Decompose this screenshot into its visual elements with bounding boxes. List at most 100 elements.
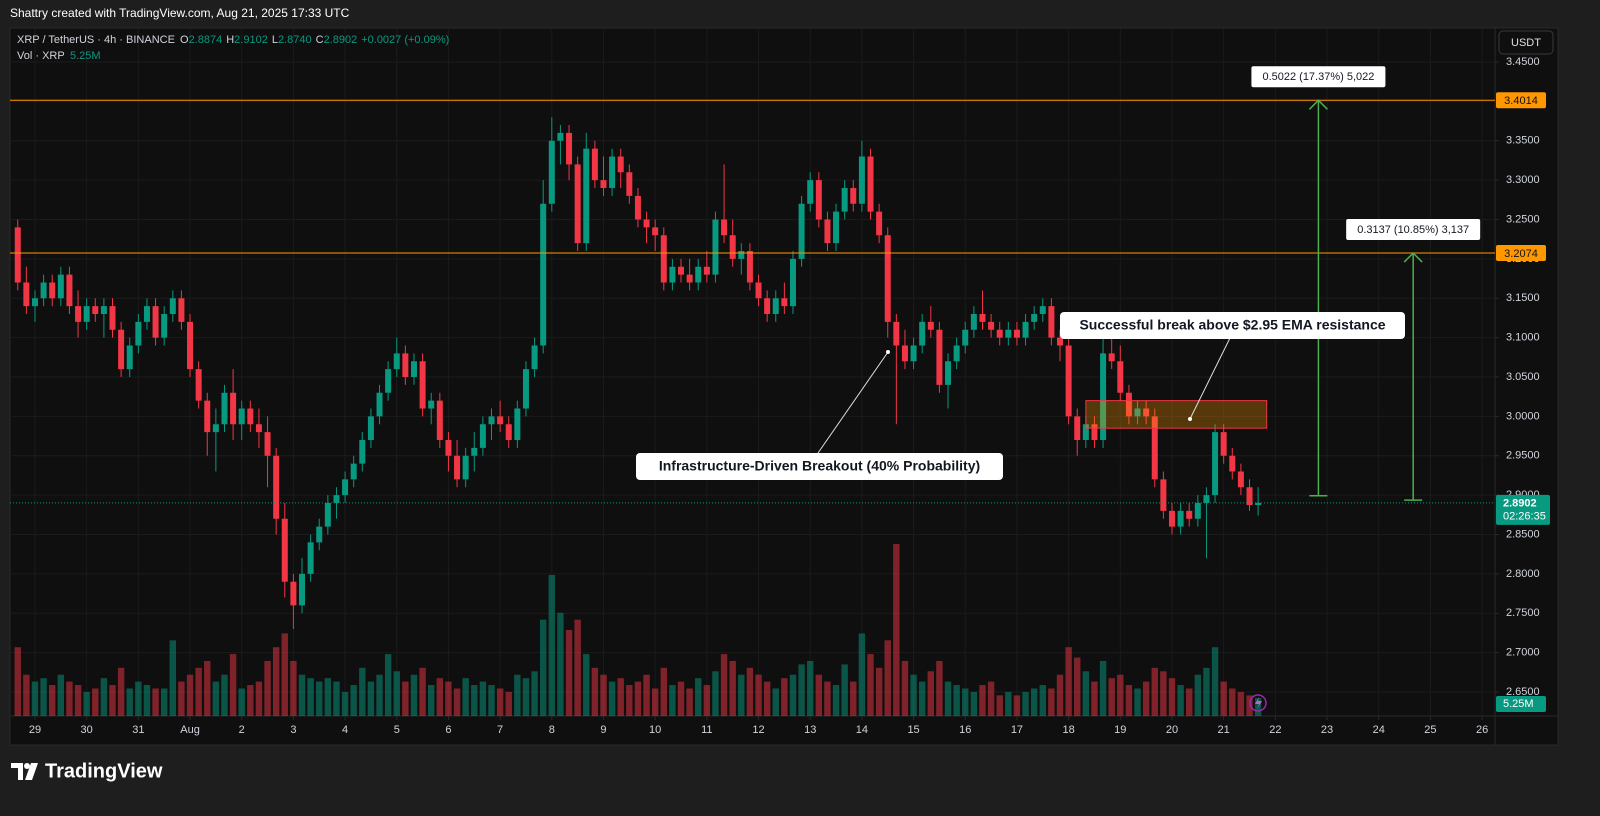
y-tick-label: 2.8500 bbox=[1506, 528, 1540, 540]
y-tick-label: 3.2500 bbox=[1506, 213, 1540, 225]
volume-bar bbox=[1030, 688, 1038, 716]
candle-body bbox=[1031, 314, 1038, 322]
candle-body bbox=[264, 432, 271, 456]
level-badge bbox=[1496, 92, 1546, 109]
brand: TradingView bbox=[45, 760, 163, 782]
level-label: 3.4014 bbox=[1504, 95, 1538, 107]
callout-box bbox=[636, 453, 1003, 480]
candle-body bbox=[324, 502, 331, 527]
x-tick-label: 20 bbox=[1166, 724, 1178, 736]
y-tick-label: 2.6500 bbox=[1506, 686, 1540, 698]
x-tick-label: 29 bbox=[29, 724, 41, 736]
candle-body bbox=[1212, 432, 1219, 496]
alert-icon[interactable] bbox=[1249, 694, 1267, 712]
legend-ohlc-part: C bbox=[316, 34, 324, 46]
candle-body bbox=[497, 416, 504, 425]
candles bbox=[14, 117, 1262, 629]
x-tick-label: 10 bbox=[649, 724, 661, 736]
volume-bar bbox=[807, 660, 814, 716]
y-tick-label: 3.3000 bbox=[1506, 174, 1540, 186]
x-tick-label: 17 bbox=[1011, 724, 1023, 736]
volume-bar bbox=[1022, 691, 1029, 716]
candle-body bbox=[1186, 510, 1193, 519]
candle-body bbox=[402, 353, 409, 378]
candle-body bbox=[557, 132, 564, 141]
volume-bar bbox=[1142, 681, 1150, 716]
x-tick-label: 3 bbox=[290, 724, 296, 736]
candle-body bbox=[807, 180, 814, 204]
candle-body bbox=[1229, 455, 1236, 472]
candle-body bbox=[893, 321, 900, 346]
y-tick-label: 3.3500 bbox=[1506, 135, 1540, 147]
candle-body bbox=[1022, 321, 1029, 338]
volume-bars bbox=[14, 544, 1262, 716]
last-price-badge bbox=[1496, 494, 1550, 525]
volume-bar bbox=[746, 667, 754, 716]
candle-body bbox=[247, 408, 254, 425]
y-tick-label: 3.1000 bbox=[1506, 332, 1540, 344]
candle-body bbox=[31, 298, 38, 307]
candle-body bbox=[436, 400, 443, 440]
candle-body bbox=[376, 392, 383, 417]
candle-body bbox=[660, 235, 667, 283]
volume-bar bbox=[712, 671, 719, 716]
volume-bar bbox=[824, 681, 831, 716]
candle-body bbox=[316, 526, 323, 543]
volume-bar bbox=[918, 681, 926, 716]
candle-body bbox=[1194, 502, 1201, 519]
x-tick-label: 22 bbox=[1269, 724, 1281, 736]
volume-bar bbox=[333, 681, 340, 716]
volume-bar bbox=[212, 681, 220, 716]
volume-bar bbox=[798, 664, 805, 716]
x-tick-label: 19 bbox=[1114, 724, 1126, 736]
volume-bar bbox=[626, 685, 633, 716]
candle-body bbox=[884, 235, 891, 322]
volume-bar bbox=[1125, 685, 1133, 716]
volume-bar bbox=[660, 667, 667, 716]
callout-anchor bbox=[886, 350, 890, 354]
volume-bar bbox=[884, 640, 891, 716]
volume-bar bbox=[453, 688, 461, 716]
candle-body bbox=[290, 581, 297, 606]
x-tick-label: 21 bbox=[1218, 724, 1230, 736]
measure-label-box bbox=[1251, 66, 1386, 88]
candle-body bbox=[1177, 510, 1184, 527]
candle-body bbox=[833, 211, 840, 244]
candle-body bbox=[678, 266, 685, 275]
volume-bar bbox=[996, 695, 1003, 716]
legend-ohlc-part: 2.8902 bbox=[324, 34, 358, 46]
candle-body bbox=[273, 455, 280, 519]
candle-body bbox=[729, 235, 736, 259]
volume-bar bbox=[316, 681, 323, 716]
x-tick-label: 2 bbox=[239, 724, 245, 736]
candle-body bbox=[1237, 471, 1244, 488]
candle-body bbox=[574, 164, 581, 244]
volume-bar bbox=[410, 674, 418, 716]
currency-button[interactable] bbox=[1498, 30, 1554, 55]
candle-body bbox=[1065, 345, 1072, 417]
candle-body bbox=[1048, 306, 1055, 338]
callout-pointer bbox=[1189, 337, 1231, 420]
x-tick-label: 12 bbox=[752, 724, 764, 736]
x-tick-label: 14 bbox=[856, 724, 868, 736]
currency-label[interactable]: USDT bbox=[1511, 37, 1541, 49]
candle-body bbox=[479, 424, 486, 448]
candle-body bbox=[643, 219, 650, 228]
candle-body bbox=[1134, 408, 1141, 417]
candle-body bbox=[385, 369, 392, 393]
candle-body bbox=[66, 274, 73, 307]
volume-bar bbox=[772, 688, 779, 716]
legend-ohlc-part: H bbox=[226, 34, 234, 46]
chart-panel bbox=[9, 27, 1559, 746]
volume-bar bbox=[462, 678, 469, 716]
volume-bar bbox=[376, 674, 383, 716]
candle-body bbox=[626, 172, 633, 196]
volume-bar bbox=[83, 691, 90, 716]
candle-body bbox=[514, 408, 521, 440]
level-label: 3.2074 bbox=[1504, 248, 1538, 260]
candle-body bbox=[40, 282, 47, 299]
candle-body bbox=[281, 518, 288, 582]
candle-body bbox=[540, 203, 547, 346]
measure-arrow bbox=[1308, 99, 1328, 110]
candle-body bbox=[195, 369, 202, 401]
